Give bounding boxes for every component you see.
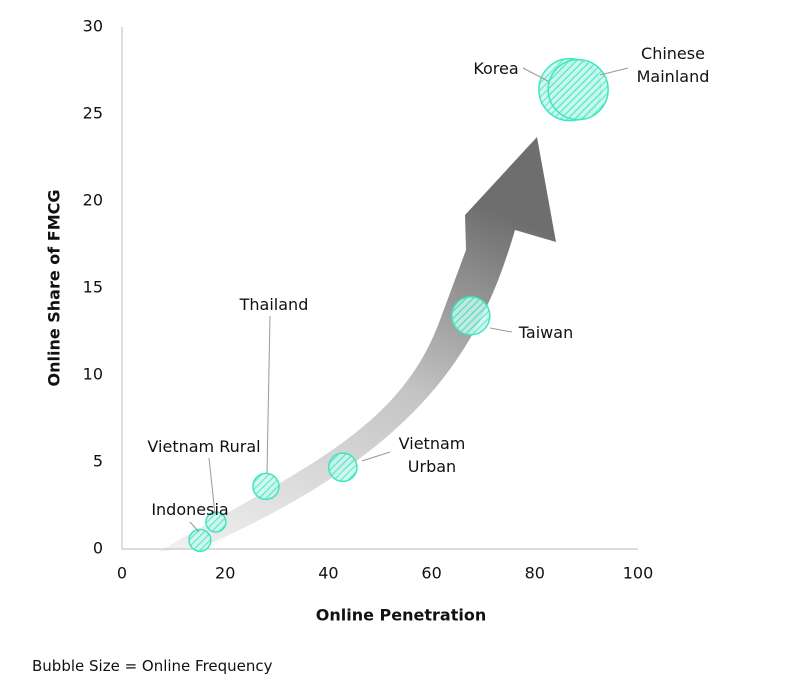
bubble	[547, 58, 609, 121]
y-tick-label: 20	[83, 191, 103, 210]
x-tick-label: 20	[215, 564, 235, 583]
point-label: Korea	[473, 59, 519, 78]
y-axis-title: Online Share of FMCG	[45, 189, 64, 386]
bubble	[188, 528, 212, 553]
y-tick-label: 5	[93, 452, 103, 471]
bubble	[252, 472, 280, 501]
point-label: Taiwan	[518, 323, 574, 342]
y-tick-label: 15	[83, 278, 103, 297]
x-tick-label: 100	[623, 564, 654, 583]
bubble	[205, 511, 227, 533]
y-tick-label: 25	[83, 104, 103, 123]
leader-line	[361, 451, 391, 462]
x-tick-label: 0	[117, 564, 127, 583]
point-label: Chinese Mainland	[636, 44, 710, 86]
x-axis-title: Online Penetration	[316, 606, 486, 625]
x-tick-label: 60	[421, 564, 441, 583]
leader-line	[266, 315, 271, 474]
point-label: Vietnam Rural	[147, 437, 261, 456]
point-label: Vietnam Urban	[398, 434, 466, 476]
leader-line	[208, 457, 216, 515]
point-label: Indonesia	[151, 500, 229, 519]
leader-line	[599, 67, 629, 76]
y-tick-label: 30	[83, 17, 103, 36]
y-tick-label: 10	[83, 365, 103, 384]
x-tick-label: 80	[525, 564, 545, 583]
leader-line	[489, 327, 513, 333]
bubble	[327, 452, 358, 483]
y-tick-label: 0	[93, 539, 103, 558]
trend-arrow	[158, 137, 556, 552]
x-tick-label: 40	[318, 564, 338, 583]
footnote: Bubble Size = Online Frequency	[32, 657, 273, 675]
leader-line	[189, 521, 200, 533]
bubble	[451, 296, 491, 336]
point-label: Thailand	[239, 295, 309, 314]
